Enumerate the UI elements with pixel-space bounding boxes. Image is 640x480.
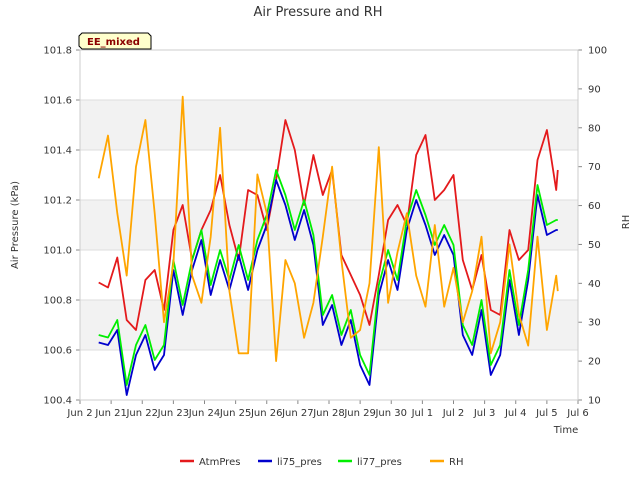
- x-tick-label: Jun 27: [281, 408, 314, 419]
- axes: 100.4 100.6 100.8 101.0 101.2 101.4 101.6 101.8…: [43, 46, 607, 420]
- legend-label-rh: RH: [449, 457, 463, 468]
- series-line-li75_pres: [98, 179, 558, 396]
- ee-mixed-badge: EE_mixed: [78, 32, 152, 50]
- series-line-rh: [97, 95, 559, 363]
- y-right-tick-label: 60: [588, 201, 601, 212]
- y-right-tick-label: 90: [588, 84, 601, 95]
- y-right-tick-label: 50: [588, 240, 601, 251]
- x-tick-label: Jul 4: [504, 408, 527, 419]
- y-left-tick-label: 101.6: [43, 96, 72, 107]
- x-tick-label: Jun 28: [312, 408, 345, 419]
- x-tick-label: Jun 25: [219, 408, 252, 419]
- x-tick-label: Jun 21: [94, 408, 127, 419]
- y-left-tick-label: 101.4: [43, 146, 72, 157]
- plot-band: [80, 350, 578, 400]
- y-left-tick-label: 101.0: [43, 246, 72, 257]
- x-tick-label: Jul 3: [473, 408, 496, 419]
- plot-band: [80, 200, 578, 250]
- y-right-tick-label: 20: [588, 357, 601, 368]
- y-right-tick-label: 80: [588, 123, 601, 134]
- y-left-tick-label: 101.2: [43, 196, 72, 207]
- x-axis-title: Time: [553, 425, 578, 436]
- x-tick-label: Jun 30: [374, 408, 407, 419]
- y-axis-left-title: Air Pressure (kPa): [10, 181, 21, 269]
- x-tick-label: Jul 6: [566, 408, 589, 419]
- plot-band: [80, 250, 578, 300]
- x-tick-label: Jun 24: [188, 408, 221, 419]
- x-tick-label: Jul 2: [442, 408, 465, 419]
- plot-band: [80, 50, 578, 100]
- y-left-tick-label: 100.8: [43, 296, 72, 307]
- badge-box: [78, 32, 152, 50]
- plot-band: [80, 100, 578, 150]
- y-right-tick-label: 100: [588, 46, 607, 57]
- x-tick-label: Jun 23: [157, 408, 190, 419]
- plot-area: [80, 50, 578, 400]
- y-right-tick-label: 30: [588, 318, 601, 329]
- y-left-tick-label: 100.6: [43, 346, 72, 357]
- y-right-tick-label: 40: [588, 279, 601, 290]
- legend-label-li77_pres: li77_pres: [357, 457, 402, 468]
- legend-label-li75_pres: li75_pres: [277, 457, 322, 468]
- x-tick-label: Jun 22: [125, 408, 158, 419]
- x-tick-label: Jun 29: [343, 408, 376, 419]
- x-tick-label: Jun 26: [250, 408, 283, 419]
- legend: AtmPres li75_pres li77_pres RH: [180, 457, 463, 468]
- chart-title: Air Pressure and RH: [253, 5, 382, 20]
- series-layer: [97, 95, 559, 396]
- y-axis-right-title: RH: [621, 215, 632, 229]
- y-left-tick-label: 101.8: [43, 46, 72, 57]
- x-tick-label: Jul 5: [535, 408, 558, 419]
- x-tick-label: Jun 2: [66, 408, 92, 419]
- plot-frame: [79, 49, 579, 401]
- y-right-tick-label: 70: [588, 162, 601, 173]
- x-tick-label: Jul 1: [411, 408, 434, 419]
- y-left-tick-label: 100.4: [43, 396, 72, 407]
- series-line-li77_pres: [98, 169, 558, 386]
- legend-label-atmpres: AtmPres: [199, 457, 240, 468]
- badge-label: EE_mixed: [87, 37, 140, 48]
- y-right-tick-label: 10: [588, 396, 601, 407]
